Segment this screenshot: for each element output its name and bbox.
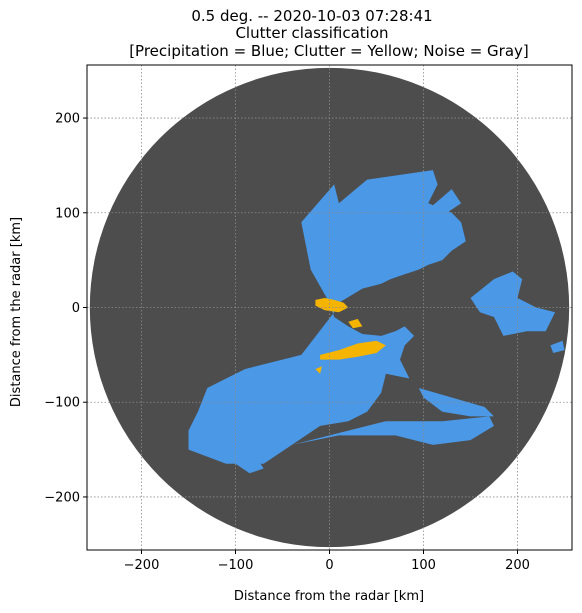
precipitation-region-3 bbox=[470, 271, 556, 336]
precipitation-region-5 bbox=[221, 454, 264, 474]
x-tick-label-3: 100 bbox=[411, 558, 436, 573]
y-axis-ticks: −200 −100 0 100 200 bbox=[44, 112, 87, 505]
precipitation-regions bbox=[188, 170, 565, 474]
x-tick-label-0: −200 bbox=[124, 558, 160, 573]
precipitation-region-0 bbox=[188, 170, 466, 464]
precipitation-region-4 bbox=[418, 388, 494, 417]
y-tick-label-2: 0 bbox=[72, 301, 80, 316]
x-tick-label-2: 0 bbox=[325, 558, 333, 573]
precipitation-region-2 bbox=[291, 416, 494, 445]
clutter-region-3 bbox=[315, 366, 322, 374]
title-line-3: [Precipitation = Blue; Clutter = Yellow;… bbox=[129, 42, 529, 60]
clutter-region-2 bbox=[348, 318, 363, 329]
y-tick-label-0: −200 bbox=[44, 490, 80, 505]
y-tick-label-3: 100 bbox=[55, 206, 80, 221]
precipitation-region-7 bbox=[202, 411, 217, 431]
x-axis-label: Distance from the radar [km] bbox=[234, 589, 424, 604]
clutter-region-0 bbox=[315, 298, 349, 313]
title-line-1: 0.5 deg. -- 2020-10-03 07:28:41 bbox=[191, 7, 432, 25]
y-axis-label: Distance from the radar [km] bbox=[9, 217, 24, 407]
clutter-region-1 bbox=[320, 340, 386, 360]
plot-area bbox=[86, 64, 573, 551]
chart-title: 0.5 deg. -- 2020-10-03 07:28:41 Clutter … bbox=[129, 7, 529, 60]
clutter-regions bbox=[315, 298, 386, 374]
y-tick-label-4: 200 bbox=[55, 112, 80, 127]
y-tick-label-1: −100 bbox=[44, 396, 80, 411]
grid-lines bbox=[87, 65, 572, 550]
x-axis-ticks: −200 −100 0 100 200 bbox=[124, 550, 530, 573]
title-line-2: Clutter classification bbox=[235, 24, 388, 42]
precipitation-region-6 bbox=[550, 340, 565, 353]
x-tick-label-1: −100 bbox=[218, 558, 254, 573]
precipitation-region-1 bbox=[418, 189, 462, 218]
x-tick-label-4: 200 bbox=[505, 558, 530, 573]
